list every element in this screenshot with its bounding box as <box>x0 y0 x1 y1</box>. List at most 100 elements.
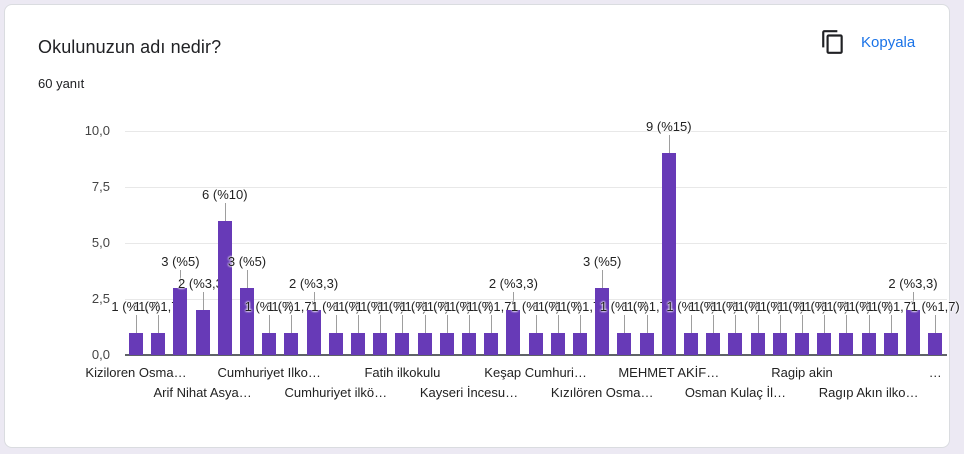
y-tick-label: 0,0 <box>91 347 110 362</box>
bar[interactable] <box>861 332 876 355</box>
data-label: 1 (%1,7) <box>133 298 183 314</box>
bar[interactable] <box>817 332 832 355</box>
bar[interactable] <box>550 332 565 355</box>
bar[interactable] <box>617 332 632 355</box>
bar[interactable] <box>195 310 210 355</box>
data-label: 1 (%1,7) <box>444 298 494 314</box>
bar[interactable] <box>750 332 765 355</box>
x-axis-label: Kayseri İncesu… <box>419 385 519 400</box>
bar[interactable] <box>661 153 676 355</box>
gridline <box>125 187 947 188</box>
data-label: 2 (%3,3) <box>289 276 339 292</box>
x-axis-label: Cumhuriyet Ilko… <box>217 365 321 380</box>
data-label: 1 (%1,7) <box>666 298 716 314</box>
data-label-leader <box>402 314 404 333</box>
data-label: 1 (%1,7) <box>111 298 161 314</box>
data-label-leader <box>491 314 493 333</box>
bar[interactable] <box>129 332 143 355</box>
data-label-leader <box>158 314 160 333</box>
data-label-leader <box>469 314 470 333</box>
bar[interactable] <box>262 332 277 355</box>
bar[interactable] <box>328 332 343 355</box>
bar[interactable] <box>284 332 299 355</box>
bar[interactable] <box>306 310 321 355</box>
bar[interactable] <box>484 332 499 355</box>
bar[interactable] <box>795 332 809 355</box>
bar[interactable] <box>706 332 721 355</box>
data-label: 1 (%1,7) <box>755 298 805 314</box>
data-label-leader <box>291 314 293 333</box>
bar[interactable] <box>839 332 854 355</box>
data-label-leader <box>535 314 537 333</box>
x-axis-label: Ragip akin <box>771 365 833 380</box>
bar[interactable] <box>217 220 232 355</box>
y-tick-label: 2,5 <box>91 291 110 306</box>
bar[interactable] <box>506 310 521 355</box>
bar[interactable] <box>772 332 787 355</box>
gridline <box>125 243 947 244</box>
x-axis-label: … <box>928 365 942 380</box>
bar[interactable] <box>906 310 920 355</box>
bar[interactable] <box>462 332 476 355</box>
data-label-leader <box>269 314 271 333</box>
data-label: 1 (%1,7) <box>844 298 894 314</box>
bar[interactable] <box>351 332 365 355</box>
data-label: 1 (%1,7) <box>266 298 316 314</box>
x-axis-line <box>125 354 947 356</box>
x-axis-label: Fatih ilkokulu <box>364 365 441 380</box>
bar[interactable] <box>395 332 410 355</box>
copy-label: Kopyala <box>861 33 916 51</box>
x-axis-label: Keşap Cumhuri… <box>484 365 587 380</box>
data-label: 2 (%3,3) <box>888 276 938 292</box>
bar[interactable] <box>151 332 166 355</box>
data-label: 1 (%1,7) <box>866 298 916 314</box>
data-label-leader <box>779 314 781 333</box>
bar[interactable] <box>417 332 432 355</box>
bar[interactable] <box>684 332 698 355</box>
x-axis-label: Ragıp Akın ilko… <box>818 385 919 400</box>
y-tick-label: 5,0 <box>91 235 110 250</box>
data-label: 1 (%1,7) <box>533 298 583 314</box>
data-label-leader <box>757 314 759 333</box>
data-label-leader <box>446 314 448 333</box>
data-label: 1 (%1,7) <box>333 298 383 314</box>
data-label-leader <box>890 314 892 333</box>
data-label: 1 (%1,7) <box>777 298 827 314</box>
data-label: 1 (%1,7) <box>466 298 516 314</box>
x-axis-label: Kiziloren Osma… <box>85 365 187 380</box>
bar[interactable] <box>639 332 654 355</box>
bar[interactable] <box>528 332 543 355</box>
bar[interactable] <box>573 332 587 355</box>
data-label-leader <box>202 292 204 311</box>
data-label-leader <box>713 314 715 333</box>
data-label-leader <box>624 314 626 333</box>
data-label: 1 (%1,7) <box>821 298 871 314</box>
data-label: 2 (%3,3) <box>178 276 228 292</box>
data-label: 1 (%1,7) <box>422 298 472 314</box>
data-label-leader <box>691 314 692 333</box>
data-label: 1 (%1,7) <box>910 298 960 314</box>
x-axis-label: Arif Nihat Asya… <box>153 385 252 400</box>
data-label: 1 (%1,7) <box>244 298 294 314</box>
data-label-leader <box>313 292 315 311</box>
data-label: 2 (%3,3) <box>488 276 538 292</box>
data-label-leader <box>868 314 870 333</box>
bar[interactable] <box>439 332 454 355</box>
bar[interactable] <box>928 332 943 355</box>
bar[interactable] <box>595 287 610 355</box>
data-label: 1 (%1,7) <box>599 298 649 314</box>
bar[interactable] <box>883 332 898 355</box>
data-label: 1 (%1,7) <box>400 298 450 314</box>
data-label-leader <box>136 314 137 333</box>
bar[interactable] <box>373 332 388 355</box>
bar[interactable] <box>173 287 188 355</box>
bar[interactable] <box>728 332 743 355</box>
bar[interactable] <box>240 287 254 355</box>
x-axis-label: MEHMET AKİF… <box>618 365 720 380</box>
data-label: 3 (%5) <box>227 253 267 269</box>
copy-button[interactable]: Kopyala <box>820 26 915 58</box>
y-tick-label: 10,0 <box>84 123 110 138</box>
x-axis-label: Cumhuriyet ilkö… <box>284 385 388 400</box>
data-label: 9 (%15) <box>646 119 692 135</box>
